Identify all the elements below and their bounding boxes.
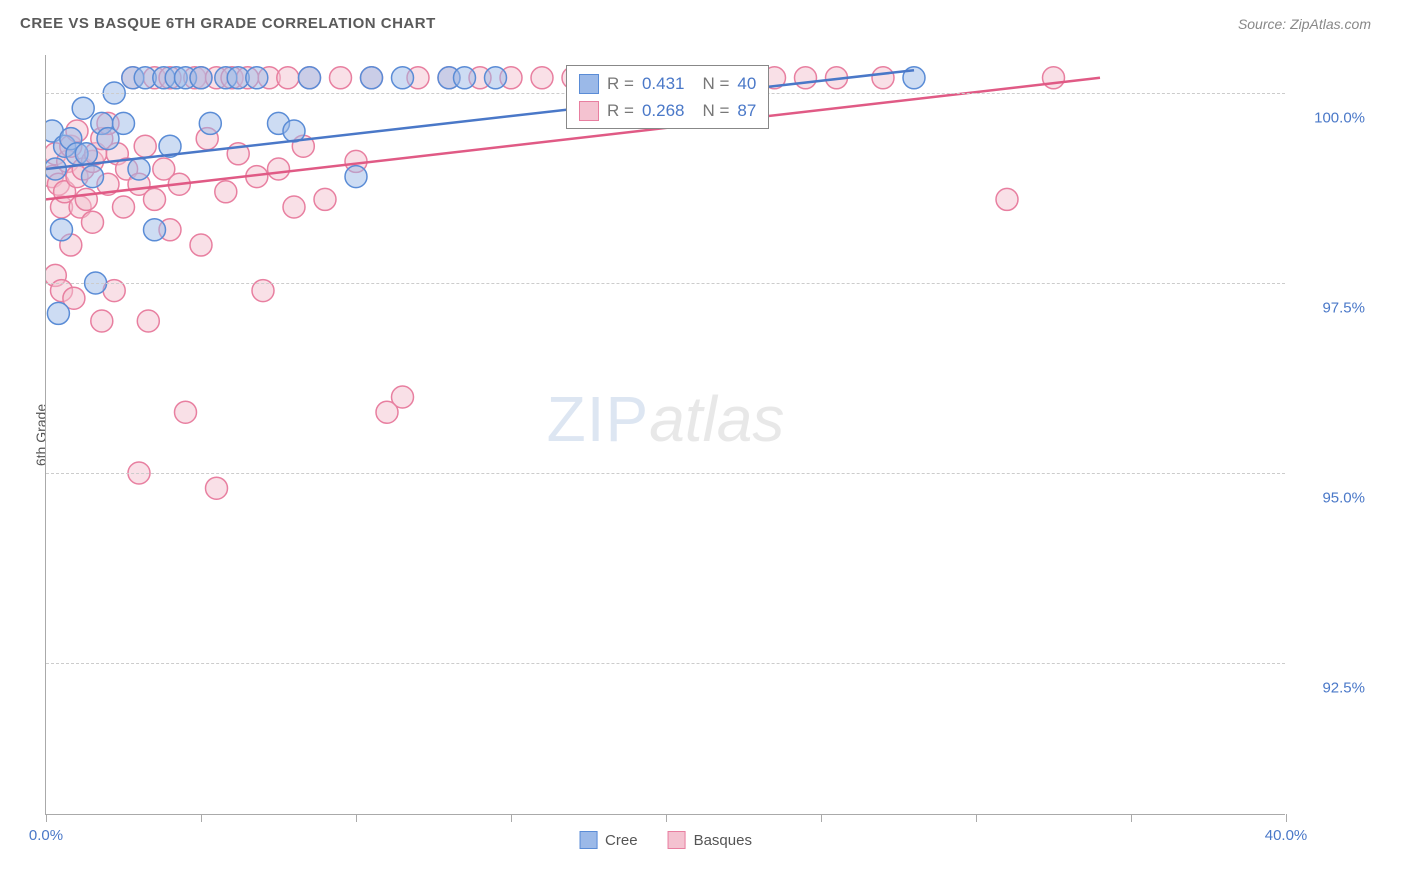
scatter-point	[277, 67, 299, 89]
legend-item-cree: Cree	[579, 831, 638, 849]
scatter-point	[268, 158, 290, 180]
y-tick-label: 97.5%	[1322, 300, 1365, 317]
stats-r-label: R =	[607, 97, 634, 124]
x-tick	[46, 814, 47, 822]
legend-label-basques: Basques	[694, 832, 752, 849]
scatter-point	[872, 67, 894, 89]
x-tick	[511, 814, 512, 822]
stats-r-label: R =	[607, 70, 634, 97]
x-tick	[1286, 814, 1287, 822]
scatter-point	[199, 112, 221, 134]
stats-row-basques: R = 0.268 N = 87	[579, 97, 756, 124]
gridline	[46, 283, 1285, 284]
scatter-point	[190, 67, 212, 89]
scatter-point	[91, 310, 113, 332]
stats-box: R = 0.431 N = 40 R = 0.268 N = 87	[566, 65, 769, 129]
stats-n-basques: 87	[737, 97, 756, 124]
scatter-point	[82, 211, 104, 233]
stats-row-cree: R = 0.431 N = 40	[579, 70, 756, 97]
scatter-point	[246, 67, 268, 89]
y-tick-label: 95.0%	[1322, 490, 1365, 507]
x-tick	[356, 814, 357, 822]
x-tick	[666, 814, 667, 822]
gridline	[46, 663, 1285, 664]
chart-title: CREE VS BASQUE 6TH GRADE CORRELATION CHA…	[20, 15, 436, 32]
legend-label-cree: Cree	[605, 832, 638, 849]
x-tick-label: 40.0%	[1265, 827, 1308, 844]
scatter-point	[283, 196, 305, 218]
legend: Cree Basques	[579, 831, 752, 849]
plot-area: ZIPatlas 100.0%97.5%95.0%92.5% 0.0%40.0%…	[45, 55, 1285, 815]
scatter-point	[134, 135, 156, 157]
scatter-point	[113, 196, 135, 218]
y-tick-label: 100.0%	[1314, 110, 1365, 127]
scatter-point	[128, 158, 150, 180]
scatter-point	[454, 67, 476, 89]
scatter-point	[299, 67, 321, 89]
scatter-point	[82, 166, 104, 188]
scatter-point	[137, 310, 159, 332]
scatter-point	[485, 67, 507, 89]
scatter-point	[330, 67, 352, 89]
scatter-point	[75, 143, 97, 165]
x-tick	[821, 814, 822, 822]
stats-n-label: N =	[702, 70, 729, 97]
stats-n-label: N =	[702, 97, 729, 124]
scatter-point	[175, 401, 197, 423]
legend-swatch-basques	[668, 831, 686, 849]
source-label: Source: ZipAtlas.com	[1238, 16, 1371, 32]
scatter-point	[1043, 67, 1065, 89]
stats-r-basques: 0.268	[642, 97, 685, 124]
scatter-point	[392, 67, 414, 89]
scatter-point	[144, 188, 166, 210]
scatter-point	[531, 67, 553, 89]
scatter-point	[215, 181, 237, 203]
scatter-point	[392, 386, 414, 408]
scatter-point	[75, 188, 97, 210]
y-tick-label: 92.5%	[1322, 680, 1365, 697]
scatter-point	[47, 302, 69, 324]
stats-r-cree: 0.431	[642, 70, 685, 97]
stats-swatch-cree	[579, 74, 599, 94]
scatter-point	[996, 188, 1018, 210]
scatter-point	[361, 67, 383, 89]
chart-container: 6th Grade ZIPatlas 100.0%97.5%95.0%92.5%…	[45, 55, 1375, 815]
x-tick-label: 0.0%	[29, 827, 63, 844]
stats-swatch-basques	[579, 101, 599, 121]
scatter-point	[314, 188, 336, 210]
x-tick	[1131, 814, 1132, 822]
scatter-point	[113, 112, 135, 134]
legend-item-basques: Basques	[668, 831, 752, 849]
stats-n-cree: 40	[737, 70, 756, 97]
scatter-svg	[46, 55, 1286, 815]
scatter-point	[190, 234, 212, 256]
scatter-point	[51, 219, 73, 241]
legend-swatch-cree	[579, 831, 597, 849]
scatter-point	[144, 219, 166, 241]
x-tick	[201, 814, 202, 822]
gridline	[46, 473, 1285, 474]
scatter-point	[206, 477, 228, 499]
scatter-point	[795, 67, 817, 89]
scatter-point	[72, 97, 94, 119]
scatter-point	[345, 166, 367, 188]
x-tick	[976, 814, 977, 822]
